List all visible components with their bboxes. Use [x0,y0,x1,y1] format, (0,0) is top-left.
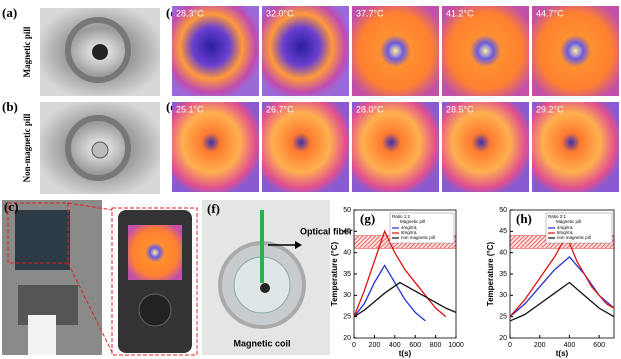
zoom-box [111,207,198,356]
thermal-image [352,6,439,96]
temperature-label: 32.0°C [266,8,294,18]
pill [260,283,270,293]
row-label: Magnetic pill [22,26,32,77]
y-axis-label: Temperature (°C) [486,241,495,306]
annotation: Optical fiber [300,226,353,236]
legend-box [389,212,455,244]
zoom-line [67,202,113,211]
legend-entry: 4mg/mL [557,225,574,230]
temperature-label: 44.7°C [536,8,564,18]
legend-subtitle: Magnetic pill [556,219,581,224]
temperature-label: 41.2°C [446,8,474,18]
thermal-image [532,6,619,96]
thermal-image [262,102,349,192]
legend-title: Ratio 2:1 [548,214,567,219]
x-tick-label: 800 [430,342,442,349]
temperature-label: 29.2°C [536,104,564,114]
thermal-image [172,6,259,96]
y-tick-label: 30 [343,292,351,299]
y-tick-label: 35 [499,271,507,278]
thermal-image [172,102,259,192]
zoom-line [67,262,113,353]
x-tick-label: 400 [389,342,401,349]
y-tick-label: 45 [499,228,507,235]
panel-label: (c) [4,199,18,214]
thermal-image [532,102,619,192]
x-tick-label: 200 [534,342,546,349]
legend-entry: 4mg/mL [401,225,418,230]
coil [65,17,131,83]
coil [65,115,131,181]
thermal-image [442,6,529,96]
line [509,281,615,322]
row-label: Non-magnetic pill [22,113,32,182]
y-tick-label: 40 [499,250,507,257]
y-tick-label: 50 [343,207,351,214]
y-tick-label: 20 [499,335,507,342]
zoom-box [7,202,69,264]
thermal-images: 28.3°C 32.0°C 37.7°C 41.2°C 44.7°C 25.1°C 26.7… [172,6,619,192]
legend-entry: non magnetic pill [557,235,591,240]
legend-subtitle: Magnetic pill [400,219,425,224]
pill [91,141,109,159]
temperature-label: 28.3°C [176,8,204,18]
legend-box [545,212,613,244]
camera-pad [138,293,172,327]
x-tick-label: 400 [564,342,576,349]
x-tick-label: 200 [369,342,381,349]
temperature-label: 28.0°C [356,104,384,114]
temperature-label: 37.7°C [356,8,384,18]
camera [15,210,70,270]
temperature-label: 26.7°C [266,104,294,114]
thermal-image [442,102,529,192]
x-axis-label: t(s) [556,349,569,358]
temperature-label: 25.1°C [176,104,204,114]
x-axis-label: t(s) [399,349,412,358]
legend-title: Ratio 1:2 [392,214,411,219]
y-tick-label: 20 [343,335,351,342]
panel-label: (b) [2,99,18,114]
x-tick-label: 1000 [448,342,464,349]
y-tick-label: 35 [343,271,351,278]
x-tick-label: 0 [352,342,356,349]
y-tick-label: 30 [499,292,507,299]
pill [92,44,108,60]
y-tick-label: 40 [343,250,351,257]
x-tick-label: 0 [508,342,512,349]
annotation: Magnetic coil [233,338,290,348]
legend-entry: non magnetic pill [401,235,435,240]
y-axis-label: Temperature (°C) [330,241,339,306]
legend-entry: 8mg/mL [557,230,574,235]
arrow-head [295,241,302,249]
panel-label: (f) [207,201,220,216]
panel-label: (a) [2,5,17,20]
y-tick-label: 50 [499,207,507,214]
line [353,281,457,318]
panel-label: (h) [516,211,532,226]
y-tick-label: 45 [343,228,351,235]
camera-screen [128,225,182,280]
thermal-image [262,6,349,96]
x-tick-label: 600 [593,342,605,349]
cup [28,315,56,355]
y-tick-label: 25 [499,314,507,321]
line [353,229,447,318]
panel-label: (g) [360,211,375,226]
line [353,264,426,322]
x-tick-label: 600 [409,342,421,349]
temperature-label: 28.5°C [446,104,474,114]
legend-entry: 8mg/mL [401,230,418,235]
y-tick-label: 25 [343,314,351,321]
thermal-image [352,102,439,192]
